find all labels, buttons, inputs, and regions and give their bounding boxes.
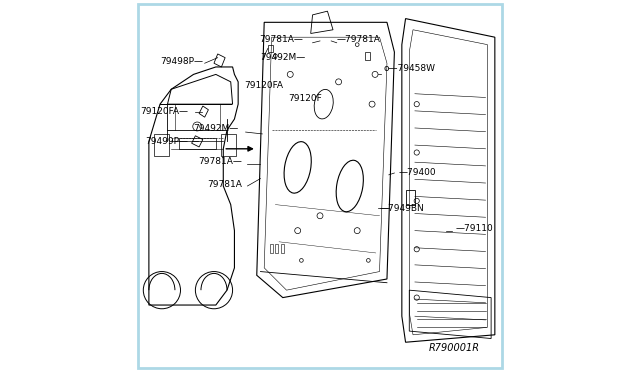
- Bar: [268, 45, 273, 52]
- Bar: [406, 190, 415, 205]
- Text: 79120FA: 79120FA: [244, 81, 284, 90]
- Text: 79781A—: 79781A—: [198, 157, 242, 166]
- Bar: [154, 134, 170, 156]
- Text: —79400: —79400: [398, 169, 436, 177]
- Text: —7949BN: —7949BN: [380, 204, 424, 213]
- Bar: [275, 244, 278, 253]
- Text: 79499P—: 79499P—: [145, 137, 188, 146]
- Bar: [281, 244, 284, 253]
- Text: 79492M—: 79492M—: [193, 124, 238, 133]
- Text: 79492M—: 79492M—: [260, 53, 306, 62]
- Bar: [365, 52, 370, 60]
- Text: o—79458W: o—79458W: [383, 64, 435, 73]
- Text: 79120FA—: 79120FA—: [140, 107, 188, 116]
- Text: —79781A: —79781A: [337, 35, 381, 44]
- Bar: [179, 138, 216, 149]
- Text: 79781A: 79781A: [207, 180, 242, 189]
- Text: 79498P—: 79498P—: [160, 57, 203, 66]
- Bar: [221, 134, 236, 156]
- Text: R790001R: R790001R: [429, 343, 480, 353]
- Text: —79110: —79110: [456, 224, 493, 233]
- Text: 79781A—: 79781A—: [259, 35, 303, 44]
- Bar: [270, 244, 273, 253]
- Text: 79120F: 79120F: [289, 94, 322, 103]
